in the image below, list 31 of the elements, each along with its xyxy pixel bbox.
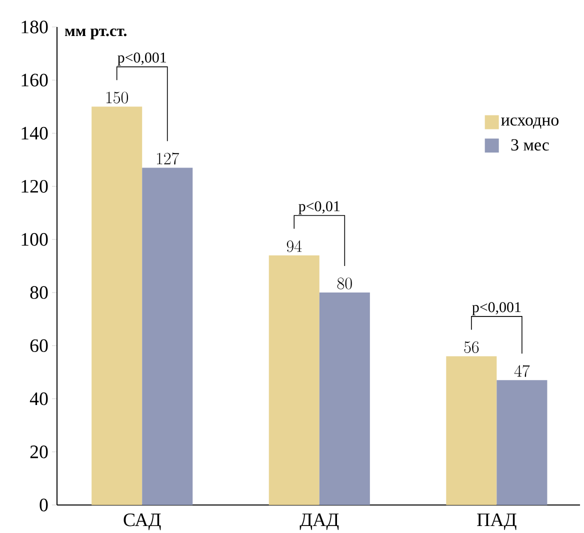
data-label: 47 bbox=[514, 364, 530, 377]
y-tick-label: 140 bbox=[22, 126, 48, 140]
y-axis-title: мм рт.ст. bbox=[64, 28, 126, 40]
data-label: 150 bbox=[106, 92, 128, 104]
annotation: p<0,001 bbox=[118, 52, 166, 66]
legend-label: исходно bbox=[501, 117, 558, 129]
y-tick-label: 180 bbox=[22, 20, 48, 34]
y-tick-label: 80 bbox=[30, 286, 48, 299]
bar bbox=[319, 292, 370, 505]
bar bbox=[142, 168, 193, 505]
data-label: 127 bbox=[157, 152, 180, 164]
y-tick-label: 60 bbox=[30, 339, 48, 352]
data-label: 80 bbox=[337, 278, 352, 290]
legend-label: 3 мес bbox=[511, 139, 549, 151]
bar bbox=[446, 356, 497, 505]
data-label: 94 bbox=[286, 240, 302, 252]
annotation: p<0,01 bbox=[298, 201, 340, 214]
x-tick-label: САД bbox=[124, 514, 161, 530]
y-tick-label: 20 bbox=[30, 445, 48, 458]
x-tick-label: ДАД bbox=[300, 514, 339, 530]
y-tick-label: 0 bbox=[40, 498, 48, 512]
y-tick-label: 100 bbox=[22, 233, 48, 246]
y-tick-label: 120 bbox=[22, 180, 48, 193]
data-label: 56 bbox=[464, 341, 479, 354]
bar bbox=[92, 106, 142, 505]
y-tick-label: 160 bbox=[22, 74, 48, 86]
y-tick-label: 40 bbox=[30, 392, 48, 406]
bar bbox=[496, 380, 548, 505]
x-tick-label: ПАД bbox=[477, 514, 516, 530]
bar bbox=[268, 255, 320, 505]
annotation: p<0,001 bbox=[472, 302, 521, 316]
